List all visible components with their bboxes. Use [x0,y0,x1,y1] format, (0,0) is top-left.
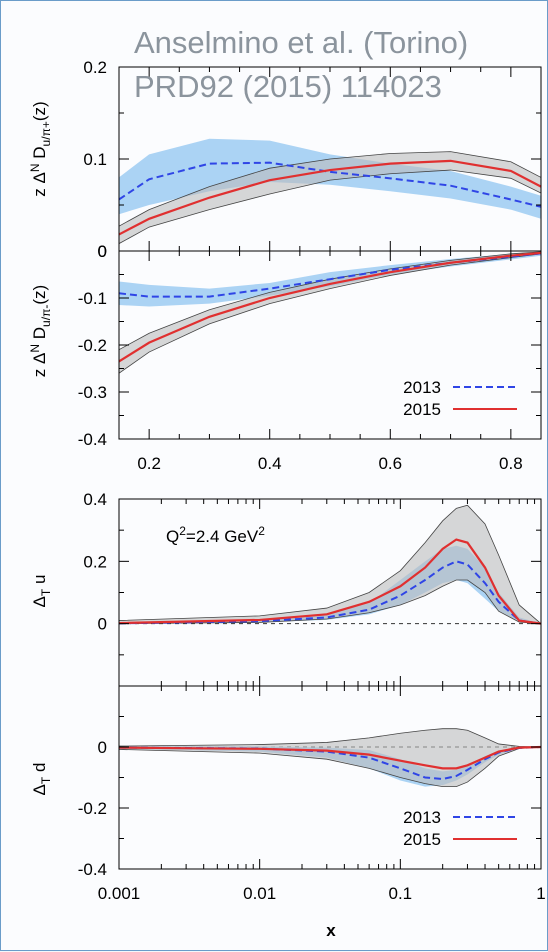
series-line-2015 [119,159,541,236]
xlabel-x: x [326,921,336,940]
x-tick-label: 0.6 [378,454,402,473]
y-ticks-transversity_d: 0 -0.2 -0.4 [78,716,541,879]
band-2015 [119,504,541,625]
y-tick-label: -0.2 [78,336,107,355]
legend-label-2015: 2015 [403,400,441,419]
y-tick-label: 0.2 [83,58,107,77]
plot-area-collins_fav [119,138,541,245]
ylabel-delta-d: ΔT d [30,763,53,796]
x-tick-label: 1 [536,884,545,903]
x-tick-label: 0.8 [499,454,523,473]
series-line-2013 [119,560,541,625]
y-tick-label: 0 [98,242,107,261]
x-tick-label: 0.001 [98,884,141,903]
y-ticks-collins_unf: 0 -0.1 -0.2 -0.3 -0.4 [78,242,541,449]
ylabel-delta-u: ΔT u [30,575,53,608]
ylabel-collins-unf: z ΔN Du/π-(z) [28,285,53,377]
y-tick-label: -0.1 [78,289,107,308]
plot-area-transversity_u [119,504,541,625]
y-tick-label: 0 [98,615,107,634]
x-tick-label: 0.01 [243,884,276,903]
y-ticks-transversity_u: 0.4 0.2 0 [83,490,541,656]
ylabel-collins-fav: z ΔN Du/π+(z) [28,101,53,196]
band-2015 [119,251,541,374]
plot-area-transversity_d [119,728,541,788]
x-ticks-collins_fav [118,67,542,251]
series-line-2015 [119,538,541,625]
legend-label-2015: 2015 [403,830,441,849]
series-line-2013 [119,161,541,208]
x-ticks-collins_unf: 0.2 0.4 0.6 0.8 [118,251,542,473]
y-tick-label: 0.1 [83,150,107,169]
legend-label-2013: 2013 [403,808,441,827]
x-ticks-transversity_u [118,499,536,686]
annotation-line1: Anselmino et al. (Torino) [134,25,468,60]
y-tick-label: -0.4 [78,860,107,879]
y-tick-label: 0 [98,738,107,757]
band-2015 [119,728,541,788]
y-tick-label: -0.2 [78,799,107,818]
x-ticks-transversity_d: 0.001 0.01 0.1 1 [98,686,546,903]
x-tick-label: 0.2 [137,454,161,473]
y-tick-label: 0 [98,242,107,261]
q2-annotation: Q2=2.4 GeV2 [166,524,265,546]
annotation-line2: PRD92 (2015) 114023 [134,69,442,104]
x-tick-label: 0.4 [258,454,282,473]
legend-label-2013: 2013 [403,378,441,397]
y-tick-label: -0.3 [78,383,107,402]
y-tick-label: -0.4 [78,430,107,449]
plot-area-collins_unf [119,251,541,374]
panel-frame-transversity_d [118,685,542,870]
x-tick-label: 0.1 [389,884,413,903]
y-tick-label: 0.2 [83,552,107,571]
series-line-2015 [119,745,541,770]
series-line-2015 [119,251,541,363]
y-tick-label: 0.4 [83,490,107,509]
